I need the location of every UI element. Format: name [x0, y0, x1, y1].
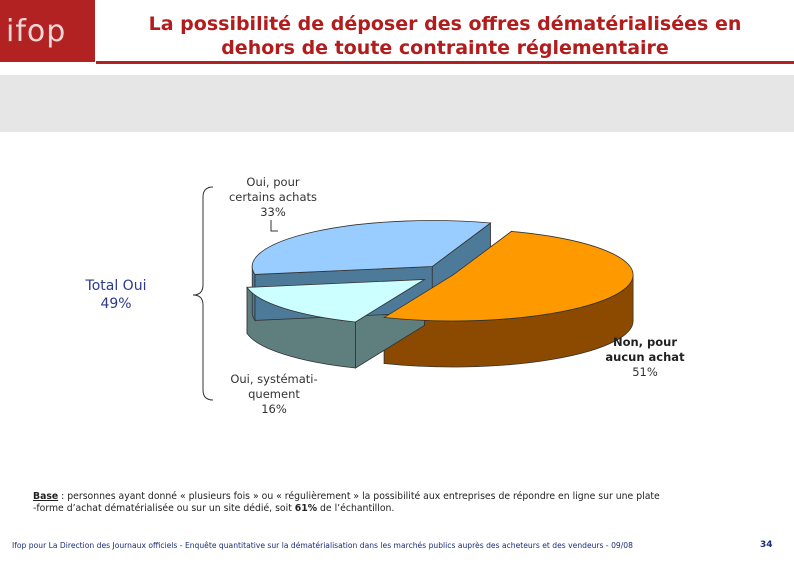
label-syst-value: 16% — [261, 402, 287, 416]
ifop-logo: ifop — [0, 0, 95, 62]
base-note: Base : personnes ayant donné « plusieurs… — [33, 491, 753, 515]
base-text-2b: de l’échantillon. — [317, 503, 395, 514]
grey-band — [0, 75, 794, 132]
label-syst-line2: quement — [248, 387, 300, 401]
total-oui-value: 49% — [100, 296, 132, 312]
slice-systematiquement-top — [246, 279, 426, 323]
logo-text: ifop — [6, 14, 67, 49]
footer-text: Ifop pour La Direction des Journaux offi… — [12, 541, 633, 550]
label-certains-line2: certains achats — [229, 190, 317, 204]
page-title: La possibilité de déposer des offres dém… — [100, 12, 790, 60]
total-oui-brace — [192, 186, 214, 401]
pie-tops — [246, 220, 634, 323]
slice-aucun-achat-top — [382, 231, 634, 322]
label-certains-value: 33% — [260, 205, 286, 219]
label-aucun-line2: aucun achat — [605, 350, 685, 364]
total-oui-annotation: Total Oui 49% — [66, 277, 166, 313]
base-text-bold: 61% — [294, 503, 318, 514]
label-aucun-line1: Non, pour — [613, 335, 677, 349]
label-aucun-achat: Non, pour aucun achat 51% — [605, 335, 685, 379]
label-certains-line1: Oui, pour — [246, 175, 299, 189]
base-text-1: : personnes ayant donné « plusieurs fois… — [58, 491, 660, 502]
base-text-2a: -forme d’achat dématérialisée ou sur un … — [33, 503, 295, 514]
page-number: 34 — [760, 540, 773, 550]
title-rule — [96, 61, 794, 64]
leader-line-certains — [270, 220, 278, 232]
label-syst-line1: Oui, systémati- — [230, 372, 317, 386]
label-systematiquement: Oui, systémati- quement 16% — [230, 372, 317, 416]
label-certains-achats: Oui, pour certains achats 33% — [229, 175, 317, 219]
label-aucun-value: 51% — [632, 365, 658, 379]
title-line-2: dehors de toute contrainte réglementaire — [221, 37, 669, 59]
slice-certains-achats-top — [251, 220, 492, 275]
base-label: Base — [33, 491, 59, 502]
title-line-1: La possibilité de déposer des offres dém… — [148, 13, 742, 35]
total-oui-label: Total Oui — [85, 278, 147, 294]
